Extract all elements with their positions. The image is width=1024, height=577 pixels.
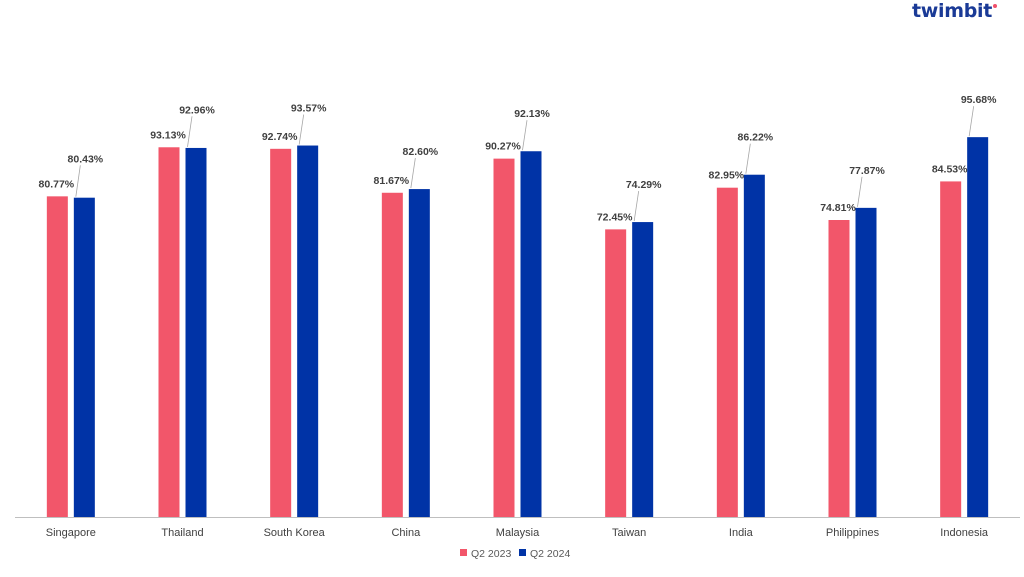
legend-swatch-q2-2024 — [519, 549, 526, 556]
bar-singapore-q2-2023 — [46, 196, 68, 518]
value-label-india-q2-2024: 86.22% — [738, 132, 774, 144]
value-label-indonesia-q2-2024: 95.68% — [961, 94, 997, 106]
brand-logo: twimbit — [912, 0, 998, 22]
leader-line-thailand — [187, 116, 193, 148]
category-label-philippines: Philippines — [826, 527, 880, 539]
brand-name: twimbit — [912, 0, 993, 22]
leader-line-south-korea — [298, 114, 305, 145]
value-label-malaysia-q2-2023: 90.27% — [485, 141, 521, 153]
legend-label-q2-2024: Q2 2024 — [530, 548, 570, 560]
bar-malaysia-q2-2023 — [493, 158, 515, 517]
bar-indonesia-q2-2023 — [940, 181, 962, 517]
value-label-china-q2-2023: 81.67% — [374, 175, 410, 187]
value-label-india-q2-2023: 82.95% — [709, 170, 745, 182]
category-label-thailand: Thailand — [161, 527, 203, 539]
bar-philippines-q2-2023 — [828, 220, 850, 517]
value-label-indonesia-q2-2023: 84.53% — [932, 163, 968, 175]
category-label-singapore: Singapore — [46, 527, 96, 539]
category-label-south-korea: South Korea — [264, 527, 326, 539]
bars-layer — [46, 137, 989, 518]
leader-line-taiwan — [633, 191, 640, 222]
category-labels-layer: Singapore Thailand South Korea China Malaysi… — [46, 527, 989, 539]
value-label-philippines-q2-2023: 74.81% — [820, 202, 856, 214]
leader-line-china — [410, 158, 416, 189]
category-label-china: China — [391, 527, 421, 539]
logo-dot-icon — [993, 4, 998, 8]
leader-line-singapore — [75, 165, 81, 197]
value-label-thailand-q2-2024: 92.96% — [179, 104, 215, 116]
category-label-india: India — [729, 527, 754, 539]
bar-taiwan-q2-2024 — [632, 222, 654, 517]
legend: Q2 2023 Q2 2024 — [460, 548, 570, 560]
bar-philippines-q2-2024 — [855, 207, 877, 518]
leader-line-malaysia — [522, 120, 528, 151]
bar-china-q2-2023 — [381, 192, 403, 518]
legend-label-q2-2023: Q2 2023 — [471, 548, 511, 560]
bar-singapore-q2-2024 — [73, 197, 95, 517]
bar-china-q2-2024 — [408, 189, 430, 517]
legend-swatch-q2-2023 — [460, 549, 467, 556]
category-label-indonesia: Indonesia — [940, 527, 989, 539]
value-label-thailand-q2-2023: 93.13% — [150, 129, 186, 141]
bar-taiwan-q2-2023 — [605, 229, 627, 517]
leader-line-philippines — [857, 176, 863, 207]
category-label-malaysia: Malaysia — [496, 527, 540, 539]
value-label-south-korea-q2-2024: 93.57% — [291, 103, 327, 115]
value-label-singapore-q2-2023: 80.77% — [39, 178, 75, 190]
value-label-south-korea-q2-2023: 92.74% — [262, 131, 298, 143]
bar-india-q2-2023 — [716, 187, 738, 517]
bar-indonesia-q2-2024 — [967, 137, 989, 518]
value-label-china-q2-2024: 82.60% — [403, 146, 439, 158]
value-label-philippines-q2-2024: 77.87% — [849, 165, 885, 177]
value-label-malaysia-q2-2024: 92.13% — [514, 108, 550, 120]
value-label-taiwan-q2-2023: 72.45% — [597, 211, 633, 223]
value-label-singapore-q2-2024: 80.43% — [68, 153, 104, 165]
bar-south-korea-q2-2024 — [297, 145, 319, 517]
bar-india-q2-2024 — [743, 174, 765, 517]
leader-line-indonesia — [968, 106, 975, 137]
bar-malaysia-q2-2024 — [520, 151, 542, 517]
leader-line-india — [745, 143, 751, 174]
bar-thailand-q2-2024 — [185, 147, 207, 518]
bar-south-korea-q2-2023 — [270, 148, 292, 517]
value-labels-layer: 80.77% 80.43% 93.13% 92.96% 92.74% 93.57% 81.6… — [39, 94, 998, 223]
value-label-taiwan-q2-2024: 74.29% — [626, 179, 662, 191]
category-label-taiwan: Taiwan — [612, 527, 646, 539]
bar-thailand-q2-2023 — [158, 147, 180, 517]
